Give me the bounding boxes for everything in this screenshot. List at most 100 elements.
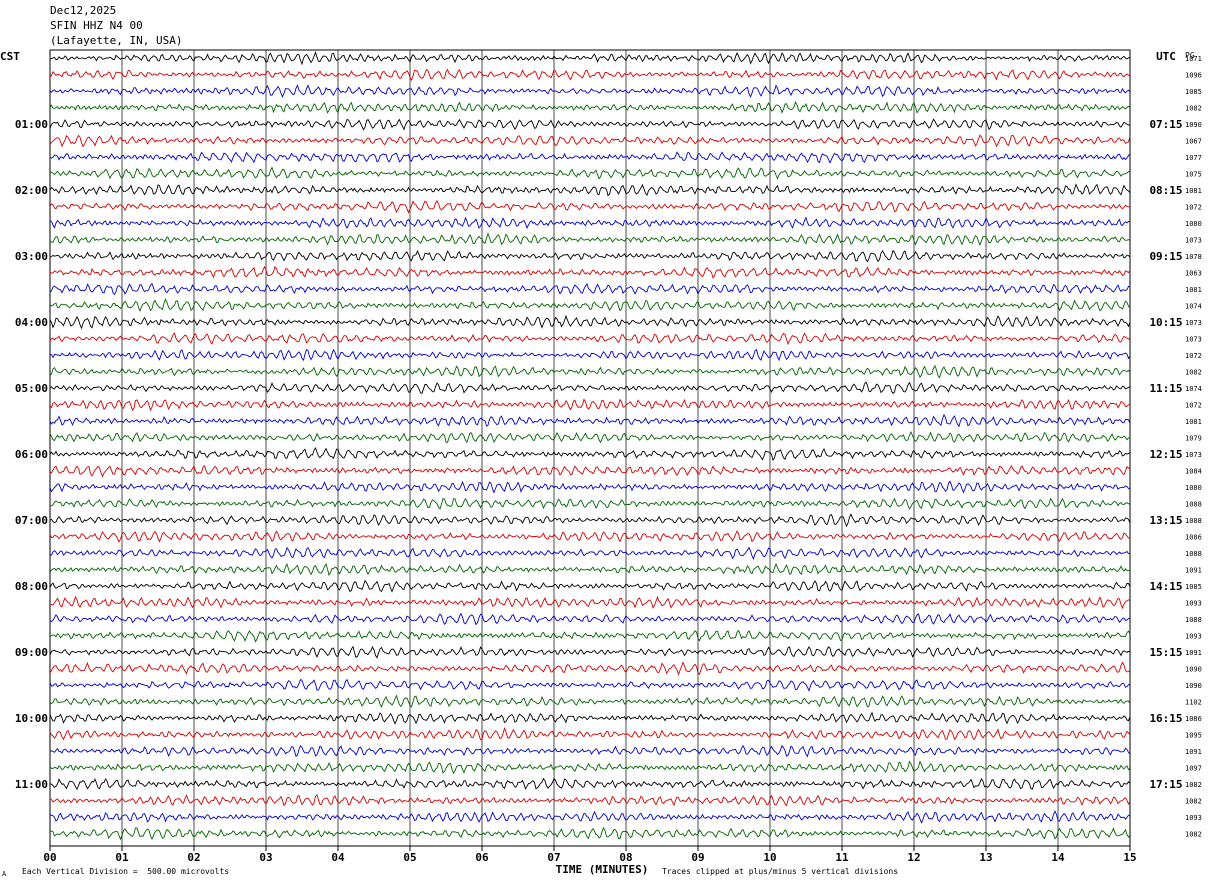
trace-line [49,134,1131,148]
trace-line [49,826,1131,841]
row-value-label: 1093 [1185,600,1202,608]
row-value-label: 1082 [1185,798,1202,806]
trace-line [49,166,1131,180]
right-hour-label: 11:15 [1149,382,1182,395]
x-tick-label: 12 [907,851,920,864]
row-value-label: 1079 [1185,435,1202,443]
row-value-label: 1086 [1185,534,1202,542]
trace-line [49,151,1131,164]
trace-line [49,480,1131,494]
trace-line [49,661,1131,676]
trace-line [49,562,1131,577]
row-value-label: 1097 [1185,765,1202,773]
left-hour-label: 10:00 [15,712,48,725]
trace-line [49,497,1131,510]
trace-line [49,777,1131,791]
x-tick-label: 11 [835,851,849,864]
right-hour-label: 14:15 [1149,580,1182,593]
trace-line [49,711,1131,725]
date-label: Dec12,2025 [50,4,117,17]
trace-line [49,249,1131,263]
pg-header-label: PG [1185,51,1195,60]
left-hour-label: 09:00 [15,646,48,659]
left-hour-label: 06:00 [15,448,48,461]
left-hour-label: 02:00 [15,184,48,197]
x-tick-label: 08 [619,851,632,864]
right-hour-label: 17:15 [1149,778,1182,791]
row-value-label: 1078 [1185,253,1202,261]
trace-line [49,68,1131,82]
x-tick-label: 04 [331,851,345,864]
right-hour-label: 16:15 [1149,712,1182,725]
trace-line [49,100,1131,114]
right-timezone-label: UTC [1156,50,1176,63]
row-value-label: 1088 [1185,550,1202,558]
row-value-label: 1077 [1185,154,1202,162]
row-value-label: 1073 [1185,237,1202,245]
trace-line [49,760,1131,775]
right-hour-label: 08:15 [1149,184,1182,197]
row-value-label: 1075 [1185,171,1202,179]
row-value-label: 1093 [1185,633,1202,641]
x-tick-label: 06 [475,851,489,864]
row-value-label: 1072 [1185,204,1202,212]
row-value-label: 1081 [1185,286,1202,294]
row-value-label: 1090 [1185,121,1202,129]
right-hour-label: 10:15 [1149,316,1182,329]
trace-line [49,694,1131,708]
row-value-label: 1067 [1185,138,1202,146]
row-value-label: 1074 [1185,385,1202,393]
right-hour-label: 12:15 [1149,448,1182,461]
row-value-label: 1073 [1185,336,1202,344]
row-value-label: 1082 [1185,105,1202,113]
x-tick-label: 10 [763,851,776,864]
x-tick-label: 03 [259,851,272,864]
row-value-label: 1086 [1185,715,1202,723]
trace-line [49,612,1131,626]
row-value-label: 1082 [1185,781,1202,789]
row-value-label: 1096 [1185,72,1202,80]
row-value-label: 1081 [1185,187,1202,195]
trace-line [49,298,1131,313]
row-value-label: 1088 [1185,616,1202,624]
trace-line [49,282,1131,296]
x-tick-label: 15 [1123,851,1136,864]
trace-line [49,810,1131,824]
x-tick-label: 07 [547,851,560,864]
trace-line [49,348,1131,362]
trace-line [49,513,1131,528]
trace-line [49,678,1131,692]
trace-line [49,84,1131,98]
left-hour-label: 11:00 [15,778,48,791]
trace-line [49,381,1131,395]
row-value-label: 1085 [1185,88,1202,96]
row-value-label: 1085 [1185,583,1202,591]
scale-note: Each Vertical Division = 500.00 microvol… [22,867,230,876]
row-value-label: 1073 [1185,319,1202,327]
trace-line [49,645,1131,659]
trace-line [49,595,1131,610]
trace-line [49,579,1131,593]
row-value-label: 1090 [1185,682,1202,690]
trace-line [49,398,1130,412]
trace-line [49,744,1131,758]
row-value-label: 1063 [1185,270,1202,278]
trace-line [49,364,1131,379]
row-value-label: 1091 [1185,748,1202,756]
right-hour-label: 09:15 [1149,250,1182,263]
trace-line [49,199,1131,214]
trace-line [49,232,1131,246]
row-value-label: 1093 [1185,814,1202,822]
row-value-label: 1073 [1185,451,1202,459]
clip-note: Traces clipped at plus/minus 5 vertical … [662,867,899,876]
plot-frame [49,49,1131,847]
trace-line [49,51,1131,66]
left-hour-label: 01:00 [15,118,48,131]
trace-line [49,332,1131,345]
row-value-label: 1080 [1185,220,1202,228]
trace-line [49,629,1131,643]
row-value-label: 1071 [1185,55,1202,63]
trace-line [49,216,1131,230]
trace-line [49,183,1131,197]
